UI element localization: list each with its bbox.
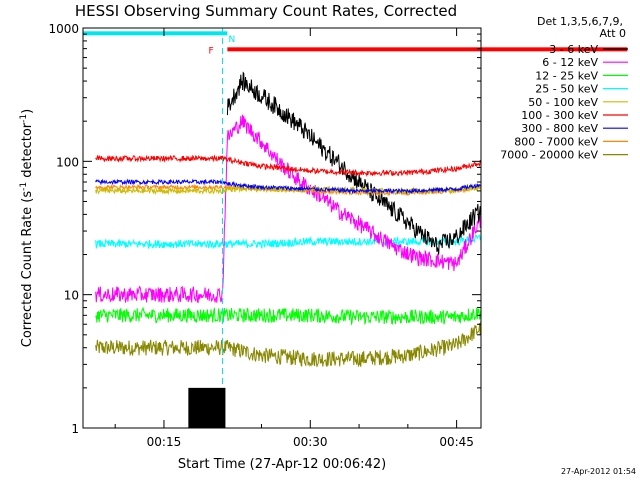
axes-layer: 00:15 00:30 00:45 1 10 100 1000 (48, 22, 482, 449)
legend-label-1: 6 - 12 keV (542, 56, 598, 69)
legend-header-attenuator: Att 0 (600, 27, 626, 40)
y-axis-label: Corrected Count Rate (s-1 detector-1) (19, 109, 35, 347)
legend-label-2: 12 - 25 keV (535, 69, 598, 82)
legend-label-3: 25 - 50 keV (535, 83, 598, 96)
y-tick-label-100: 100 (56, 155, 79, 169)
chart-title: HESSI Observing Summary Count Rates, Cor… (75, 2, 457, 20)
x-axis-label: Start Time (27-Apr-12 00:06:42) (178, 457, 386, 472)
x-tick-label-0030: 00:30 (293, 435, 328, 449)
generation-timestamp: 27-Apr-2012 01:54 (561, 467, 636, 476)
series-line-25-50-kev (95, 234, 481, 250)
series-line-300-800-kev (95, 178, 481, 195)
series-line-12-25-kev (95, 306, 481, 326)
x-tick-label-0015: 00:15 (147, 435, 182, 449)
legend-label-7: 800 - 7000 keV (514, 135, 598, 148)
legend-label-4: 50 - 100 keV (528, 96, 598, 109)
series-line-6-12-kev (95, 114, 481, 304)
series-line-3-6-kev (226, 71, 481, 255)
flare-flag-label: F (208, 46, 213, 56)
y-tick-label-1: 1 (71, 422, 79, 436)
legend-label-0: 3 - 6 keV (549, 43, 598, 56)
legend-header-detectors: Det 1,3,5,6,7,9, (537, 15, 623, 28)
night-flag-label: N (228, 35, 235, 45)
series-line-50-100-kev (95, 184, 481, 196)
x-tick-label-0045: 00:45 (439, 435, 474, 449)
legend-label-6: 300 - 800 keV (521, 122, 598, 135)
svg-text:Corrected Count Rate (s-1 dete: Corrected Count Rate (s-1 detector-1) (19, 109, 35, 347)
flags-layer: FN (83, 28, 628, 428)
series-line-7000-20000-kev (95, 321, 481, 368)
eclipse-low-block-0 (188, 387, 226, 428)
flare-bar-0 (227, 47, 628, 52)
plot-frame (82, 27, 482, 429)
legend-label-8: 7000 - 20000 keV (500, 149, 598, 162)
eclipse-bar-0 (83, 31, 228, 36)
y-tick-label-10: 10 (64, 289, 79, 303)
series-line-100-300-kev (95, 154, 481, 178)
legend-label-5: 100 - 300 keV (521, 109, 598, 122)
series-layer (95, 71, 481, 368)
y-tick-label-1000: 1000 (48, 22, 79, 36)
